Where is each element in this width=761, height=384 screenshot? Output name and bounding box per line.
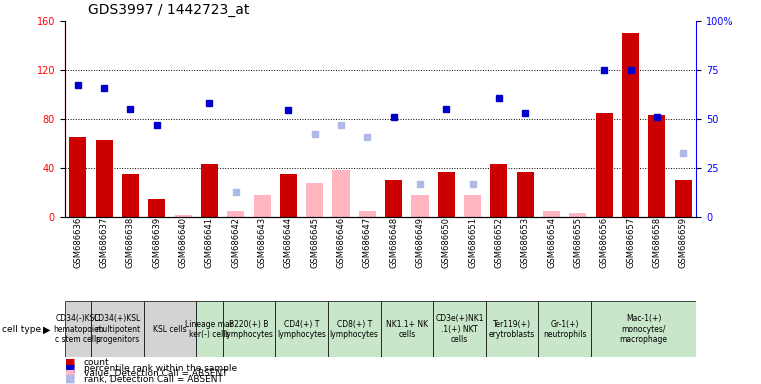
Bar: [196, 301, 222, 357]
Text: GSM686646: GSM686646: [336, 217, 345, 268]
Bar: [228, 211, 244, 217]
Text: Mac-1(+)
monocytes/
macrophage: Mac-1(+) monocytes/ macrophage: [619, 314, 667, 344]
Text: GSM686641: GSM686641: [205, 217, 214, 268]
Text: ■: ■: [65, 363, 75, 373]
Bar: [306, 183, 323, 217]
Text: Gr-1(+)
neutrophils: Gr-1(+) neutrophils: [543, 319, 587, 339]
Bar: [539, 301, 591, 357]
Bar: [69, 137, 87, 217]
Text: B220(+) B
lymphocytes: B220(+) B lymphocytes: [224, 319, 273, 339]
Text: GSM686659: GSM686659: [679, 217, 688, 268]
Text: GSM686639: GSM686639: [152, 217, 161, 268]
Bar: [464, 195, 481, 217]
Text: GSM686657: GSM686657: [626, 217, 635, 268]
Text: GSM686653: GSM686653: [521, 217, 530, 268]
Bar: [280, 174, 297, 217]
Bar: [358, 211, 376, 217]
Bar: [380, 301, 433, 357]
Text: GSM686640: GSM686640: [179, 217, 188, 268]
Text: rank, Detection Call = ABSENT: rank, Detection Call = ABSENT: [84, 374, 222, 384]
Text: CD4(+) T
lymphocytes: CD4(+) T lymphocytes: [277, 319, 326, 339]
Text: GSM686654: GSM686654: [547, 217, 556, 268]
Bar: [223, 301, 275, 357]
Text: GSM686648: GSM686648: [389, 217, 398, 268]
Text: GSM686651: GSM686651: [468, 217, 477, 268]
Text: GDS3997 / 1442723_at: GDS3997 / 1442723_at: [88, 3, 249, 17]
Bar: [174, 215, 192, 217]
Bar: [674, 180, 692, 217]
Bar: [622, 33, 639, 217]
Bar: [122, 174, 139, 217]
Bar: [91, 301, 144, 357]
Text: GSM686645: GSM686645: [310, 217, 319, 268]
Text: GSM686644: GSM686644: [284, 217, 293, 268]
Text: percentile rank within the sample: percentile rank within the sample: [84, 364, 237, 373]
Bar: [412, 195, 428, 217]
Text: CD3e(+)NK1
.1(+) NKT
cells: CD3e(+)NK1 .1(+) NKT cells: [435, 314, 484, 344]
Text: cell type: cell type: [2, 325, 40, 334]
Text: ■: ■: [65, 358, 75, 368]
Text: Lineage mar
ker(-) cells: Lineage mar ker(-) cells: [186, 319, 234, 339]
Bar: [253, 195, 271, 217]
Text: KSL cells: KSL cells: [153, 325, 186, 334]
Text: value, Detection Call = ABSENT: value, Detection Call = ABSENT: [84, 369, 228, 378]
Text: GSM686647: GSM686647: [363, 217, 372, 268]
Bar: [543, 211, 560, 217]
Text: GSM686658: GSM686658: [652, 217, 661, 268]
Text: count: count: [84, 358, 110, 367]
Text: CD34(-)KSL
hematopoiet
c stem cells: CD34(-)KSL hematopoiet c stem cells: [53, 314, 102, 344]
Bar: [333, 170, 349, 217]
Text: ■: ■: [65, 369, 75, 379]
Bar: [596, 113, 613, 217]
Text: GSM686656: GSM686656: [600, 217, 609, 268]
Bar: [65, 301, 91, 357]
Text: GSM686642: GSM686642: [231, 217, 240, 268]
Text: GSM686643: GSM686643: [257, 217, 266, 268]
Bar: [275, 301, 328, 357]
Text: ■: ■: [65, 374, 75, 384]
Text: ▶: ▶: [43, 324, 51, 334]
Text: GSM686655: GSM686655: [573, 217, 582, 268]
Bar: [385, 180, 403, 217]
Bar: [517, 172, 533, 217]
Bar: [569, 213, 587, 217]
Bar: [433, 301, 486, 357]
Text: GSM686650: GSM686650: [442, 217, 451, 268]
Bar: [201, 164, 218, 217]
Bar: [438, 172, 455, 217]
Text: NK1.1+ NK
cells: NK1.1+ NK cells: [386, 319, 428, 339]
Bar: [591, 301, 696, 357]
Text: GSM686638: GSM686638: [126, 217, 135, 268]
Bar: [148, 199, 165, 217]
Bar: [490, 164, 508, 217]
Bar: [96, 140, 113, 217]
Text: CD8(+) T
lymphocytes: CD8(+) T lymphocytes: [330, 319, 379, 339]
Text: GSM686652: GSM686652: [495, 217, 504, 268]
Text: Ter119(+)
erytroblasts: Ter119(+) erytroblasts: [489, 319, 535, 339]
Text: CD34(+)KSL
multipotent
progenitors: CD34(+)KSL multipotent progenitors: [94, 314, 141, 344]
Text: GSM686649: GSM686649: [416, 217, 425, 268]
Bar: [486, 301, 539, 357]
Text: GSM686636: GSM686636: [73, 217, 82, 268]
Bar: [144, 301, 196, 357]
Bar: [648, 115, 665, 217]
Text: GSM686637: GSM686637: [100, 217, 109, 268]
Bar: [328, 301, 380, 357]
